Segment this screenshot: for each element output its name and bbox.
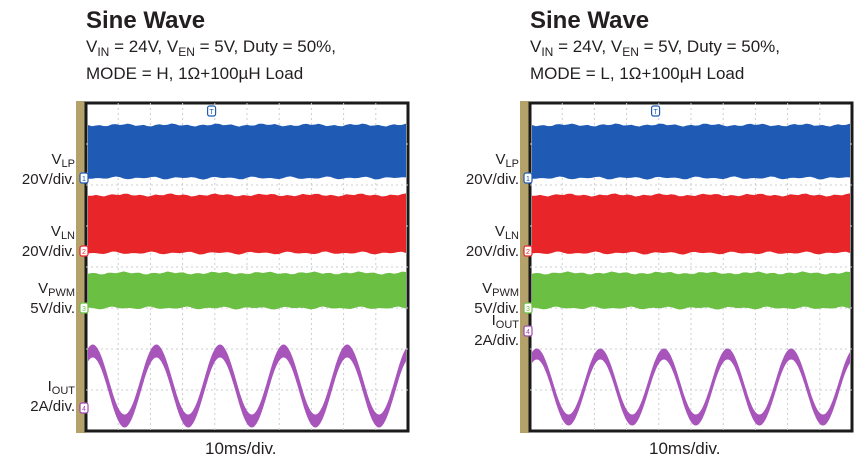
channel-label-vlp: VLP 20V/div. <box>21 151 75 188</box>
trace-iout <box>532 348 850 426</box>
chart-title: Sine Wave <box>530 7 650 34</box>
channel-scale-vlp: 20V/div. <box>465 171 519 188</box>
trigger-marker: T <box>650 105 661 117</box>
chart-title: Sine Wave <box>86 7 206 34</box>
channel-scale-iout: 2A/div. <box>474 332 519 349</box>
channel-scale-vln: 20V/div. <box>21 243 75 260</box>
subtitle-line-1: VIN = 24V, VEN = 5V, Duty = 50%, <box>86 37 337 59</box>
channel-label-vln: VLN 20V/div. <box>21 223 75 260</box>
channel-marker-2: 2 <box>79 245 89 257</box>
scope-panel-right: Sine Wave VIN = 24V, VEN = 5V, Duty = 50… <box>444 0 857 465</box>
channel-label-vln: VLN 20V/div. <box>465 223 519 260</box>
channel-label-vpwm: VPWM 5V/div. <box>30 280 75 317</box>
channel-marker-3: 3 <box>79 302 89 314</box>
channel-label-vlp: VLP 20V/div. <box>465 151 519 188</box>
channel-label-vpwm: VPWM 5V/div. <box>474 280 519 317</box>
trace-iout <box>88 344 406 428</box>
chart-subtitle: VIN = 24V, VEN = 5V, Duty = 50%, MODE = … <box>530 36 780 84</box>
channel-marker-2: 2 <box>523 245 533 257</box>
svg-text:2: 2 <box>526 249 530 256</box>
trace-vlp <box>88 123 406 180</box>
channel-sidebar <box>520 101 529 433</box>
scope-panel-left: Sine Wave VIN = 24V, VEN = 5V, Duty = 50… <box>0 0 428 465</box>
trace-vlp <box>532 123 850 180</box>
channel-marker-4: 4 <box>523 325 533 337</box>
svg-text:1: 1 <box>82 176 86 183</box>
channel-scale-vpwm: 5V/div. <box>30 300 75 317</box>
trace-vpwm <box>532 271 850 310</box>
channel-marker-4: 4 <box>79 402 89 414</box>
scope-svg: 1 2 3 4 T <box>76 101 410 433</box>
svg-text:1: 1 <box>526 176 530 183</box>
svg-text:2: 2 <box>82 249 86 256</box>
subtitle-line-1: VIN = 24V, VEN = 5V, Duty = 50%, <box>530 37 781 59</box>
trace-vpwm <box>88 271 406 310</box>
channel-marker-3: 3 <box>523 302 533 314</box>
svg-text:3: 3 <box>82 306 86 313</box>
oscilloscope-screen: 1 2 3 4 T <box>76 101 410 433</box>
svg-text:4: 4 <box>526 329 530 336</box>
channel-marker-1: 1 <box>79 172 89 184</box>
channel-scale-vpwm: 5V/div. <box>474 300 519 317</box>
oscilloscope-screen: 1 2 3 4 T <box>520 101 854 433</box>
channel-scale-vlp: 20V/div. <box>21 171 75 188</box>
channel-label-iout: IOUT 2A/div. <box>30 378 75 415</box>
scope-svg: 1 2 3 4 T <box>520 101 854 433</box>
channel-sidebar <box>76 101 85 433</box>
trace-vln <box>88 193 406 255</box>
channel-marker-1: 1 <box>523 172 533 184</box>
channel-scale-iout: 2A/div. <box>30 398 75 415</box>
svg-text:3: 3 <box>526 306 530 313</box>
subtitle-line-2: MODE = L, 1Ω+100µH Load <box>530 64 745 83</box>
trigger-marker: T <box>206 105 217 117</box>
chart-subtitle: VIN = 24V, VEN = 5V, Duty = 50%, MODE = … <box>86 36 336 84</box>
x-axis-label: 10ms/div. <box>649 439 721 458</box>
svg-text:4: 4 <box>82 406 86 413</box>
channel-label-iout: IOUT 2A/div. <box>474 312 519 349</box>
svg-text:T: T <box>653 109 658 116</box>
subtitle-line-2: MODE = H, 1Ω+100µH Load <box>86 64 304 83</box>
channel-scale-vln: 20V/div. <box>465 243 519 260</box>
trace-vln <box>532 193 850 255</box>
svg-text:T: T <box>209 109 214 116</box>
x-axis-label: 10ms/div. <box>205 439 277 458</box>
